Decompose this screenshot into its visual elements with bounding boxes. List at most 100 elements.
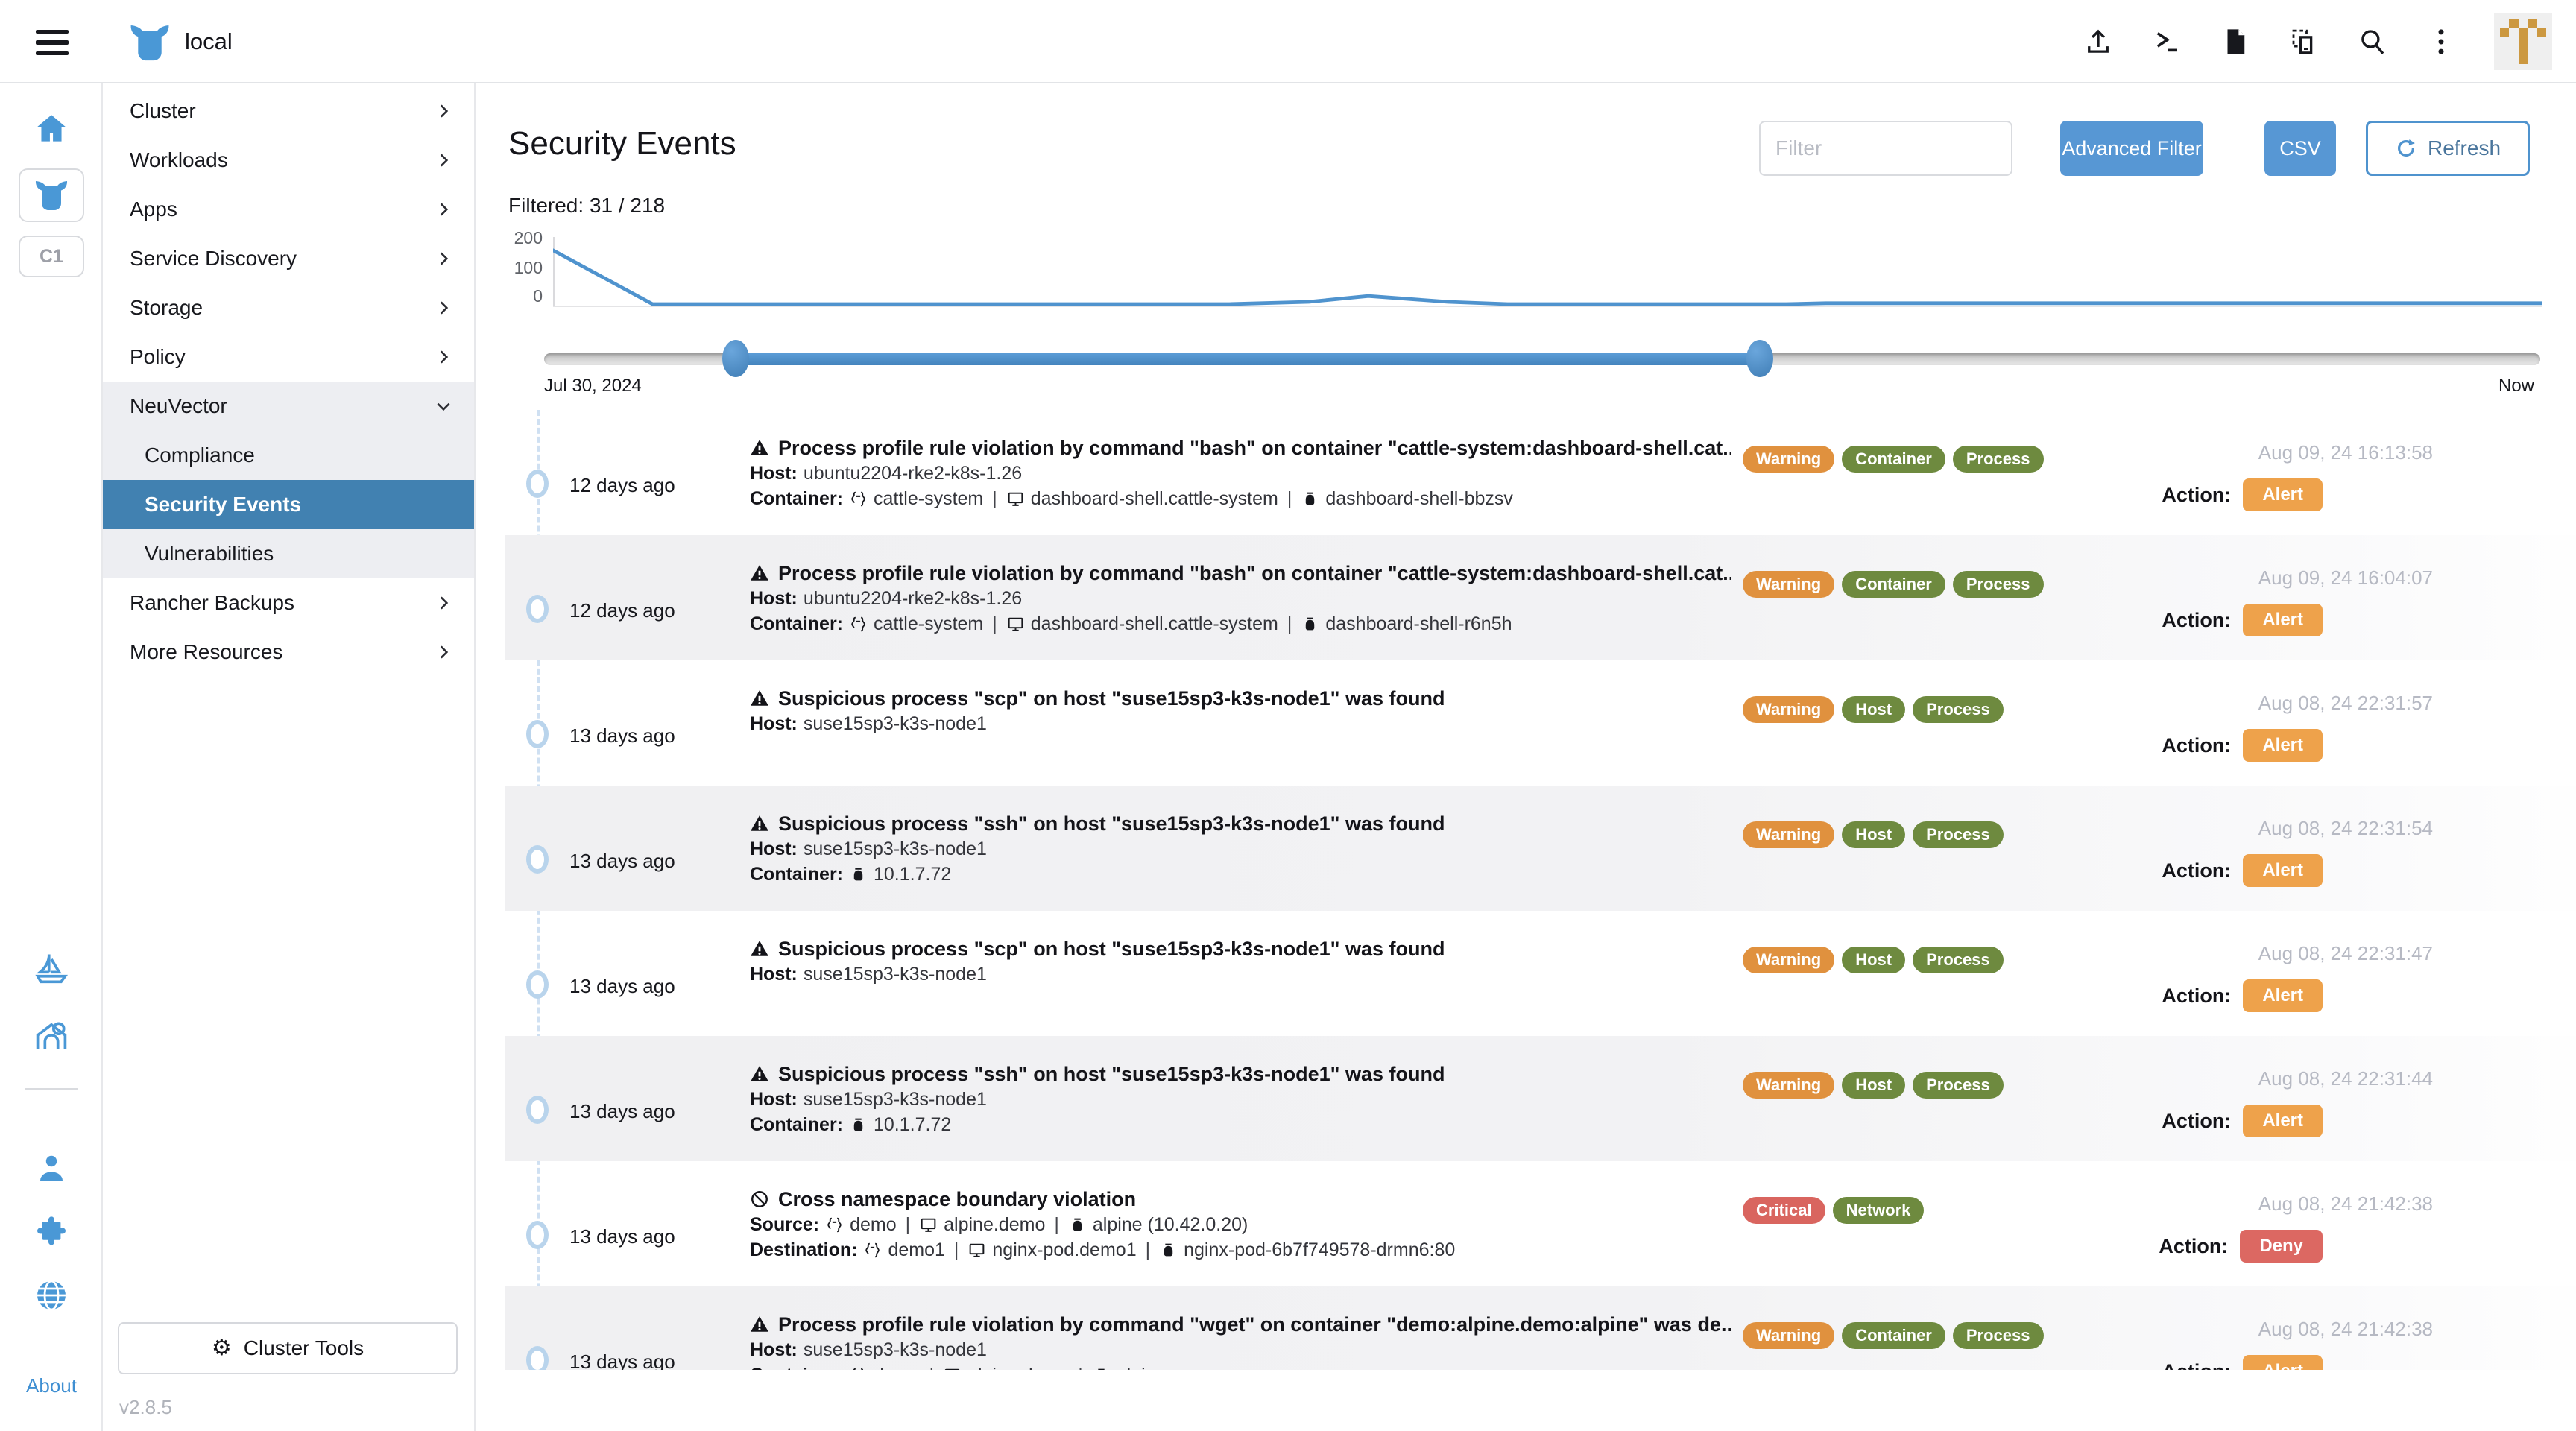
sidebar-item-label: Storage [130, 296, 203, 319]
security-event-row[interactable]: 13 days ago Suspicious process "scp" on h… [505, 660, 2576, 786]
hamburger-menu-icon[interactable] [36, 30, 69, 55]
shell-icon[interactable] [2151, 26, 2182, 57]
sidebar-item-policy[interactable]: Policy [103, 332, 474, 382]
event-title[interactable]: Suspicious process "ssh" on host "suse15… [750, 1061, 1731, 1087]
user-avatar[interactable] [2494, 13, 2552, 70]
cluster-steer-icon[interactable] [19, 168, 84, 222]
event-detail-line: Container: 10.1.7.72 [750, 1112, 1731, 1137]
event-badges: Warning Host Process [1743, 947, 2004, 973]
search-icon[interactable] [2357, 26, 2388, 57]
refresh-button[interactable]: Refresh [2366, 121, 2530, 176]
warning-triangle-icon [750, 939, 769, 958]
event-badge: Container [1842, 1322, 1945, 1349]
event-detail-label: Destination: [750, 1239, 858, 1260]
user-icon[interactable] [0, 1151, 103, 1187]
kebab-menu-icon[interactable] [2425, 26, 2457, 57]
event-title[interactable]: Suspicious process "scp" on host "suse15… [750, 936, 1731, 961]
timeline-dot [526, 595, 549, 623]
chevron-right-icon [434, 298, 453, 318]
security-event-row[interactable]: 13 days ago Cross namespace boundary viol… [505, 1161, 2576, 1286]
event-title[interactable]: Process profile rule violation by comman… [750, 435, 1731, 461]
event-detail-value: suse15sp3-k3s-node1 [803, 1088, 987, 1110]
security-event-row[interactable]: 13 days ago Suspicious process "ssh" on h… [505, 786, 2576, 911]
pod-icon [1159, 1241, 1178, 1260]
namespace-icon [863, 1241, 882, 1260]
csv-button[interactable]: CSV [2264, 121, 2336, 176]
sidebar-item-workloads[interactable]: Workloads [103, 136, 474, 185]
event-title[interactable]: Suspicious process "ssh" on host "suse15… [750, 811, 1731, 836]
y-tick-0: 0 [533, 286, 543, 306]
harvester-barn-icon[interactable] [0, 1017, 103, 1055]
time-slider-handle-left[interactable] [722, 340, 750, 377]
event-title[interactable]: Suspicious process "scp" on host "suse15… [750, 686, 1731, 711]
action-badge: Alert [2243, 604, 2323, 636]
cluster-tools-button[interactable]: ⚙ Cluster Tools [118, 1322, 458, 1374]
sidebar-item-security-events[interactable]: Security Events [103, 480, 474, 529]
sidebar-item-apps[interactable]: Apps [103, 185, 474, 234]
event-action: Action: Alert [2162, 854, 2323, 887]
refresh-label: Refresh [2427, 136, 2501, 159]
time-slider-handle-right[interactable] [1746, 340, 1773, 377]
home-icon[interactable] [0, 110, 103, 148]
security-event-row[interactable]: 13 days ago Suspicious process "scp" on h… [505, 911, 2576, 1036]
globe-icon[interactable] [0, 1277, 103, 1313]
sidebar-item-neuvector[interactable]: NeuVector [103, 382, 474, 431]
x-axis-line [553, 306, 2542, 307]
event-detail-label: Host: [750, 713, 798, 734]
event-body: Cross namespace boundary violation Source… [750, 1187, 1731, 1263]
event-detail-value: demo [850, 1213, 897, 1235]
kubeconfig-icon[interactable] [2288, 26, 2320, 57]
namespace-icon [849, 615, 868, 634]
security-event-row[interactable]: 12 days ago Process profile rule violatio… [505, 535, 2576, 660]
filter-input[interactable] [1759, 121, 2012, 176]
security-event-row[interactable]: 13 days ago Process profile rule violatio… [505, 1286, 2576, 1370]
event-title[interactable]: Process profile rule violation by comman… [750, 1312, 1731, 1337]
pod-icon [1092, 1366, 1111, 1370]
timeline-dot [526, 845, 549, 874]
sidebar-item-compliance[interactable]: Compliance [103, 431, 474, 480]
event-badge: Host [1842, 821, 1906, 848]
event-detail-value: cattle-system [874, 613, 984, 634]
advanced-filter-button[interactable]: Advanced Filter [2060, 121, 2203, 176]
service-icon [967, 1241, 986, 1260]
sidebar-item-more-resources[interactable]: More Resources [103, 628, 474, 677]
cluster-badge[interactable]: C1 [19, 236, 84, 277]
security-event-row[interactable]: 12 days ago Process profile rule violatio… [505, 410, 2576, 535]
sidebar-item-storage[interactable]: Storage [103, 283, 474, 332]
action-label: Action: [2162, 733, 2232, 756]
action-label: Action: [2162, 1109, 2232, 1132]
sidebar-item-label: Workloads [130, 148, 228, 171]
event-detail-label: Container: [750, 487, 843, 509]
event-detail-value: ubuntu2204-rke2-k8s-1.26 [803, 462, 1023, 484]
docs-icon[interactable] [2220, 26, 2251, 57]
time-slider-range[interactable] [736, 353, 1760, 365]
event-action: Action: Alert [2162, 478, 2323, 511]
sidebar-item-service-discovery[interactable]: Service Discovery [103, 234, 474, 283]
about-link[interactable]: About [26, 1374, 77, 1397]
left-rail: C1 About [0, 83, 103, 1431]
event-detail-line: Container: cattle-system | dashboard-shell.… [750, 486, 1731, 511]
segment-separator: | [1145, 1239, 1151, 1260]
sidebar-item-cluster[interactable]: Cluster [103, 86, 474, 136]
security-event-row[interactable]: 13 days ago Suspicious process "ssh" on h… [505, 1036, 2576, 1161]
upload-icon[interactable] [2083, 26, 2114, 57]
segment-separator: | [1078, 1365, 1083, 1371]
event-detail-line: Container: cattle-system | dashboard-shell.… [750, 611, 1731, 636]
event-relative-time: 12 days ago [569, 599, 675, 622]
event-detail-line: Host: suse15sp3-k3s-node1 [750, 711, 1731, 736]
fleet-sailboat-icon[interactable] [0, 950, 103, 988]
event-title[interactable]: Process profile rule violation by comman… [750, 560, 1731, 586]
rancher-steer-icon[interactable] [128, 21, 171, 64]
extensions-puzzle-icon[interactable] [0, 1215, 103, 1251]
event-detail-value: nginx-pod.demo1 [992, 1239, 1137, 1260]
event-body: Suspicious process "scp" on host "suse15… [750, 936, 1731, 987]
event-badges: Warning Host Process [1743, 696, 2004, 723]
sidebar-item-label: Rancher Backups [130, 591, 295, 614]
sidebar-item-rancher-backups[interactable]: Rancher Backups [103, 578, 474, 628]
event-body: Suspicious process "scp" on host "suse15… [750, 686, 1731, 736]
sidebar-item-vulnerabilities[interactable]: Vulnerabilities [103, 529, 474, 578]
event-detail-line: Host: suse15sp3-k3s-node1 [750, 836, 1731, 862]
event-title-text: Cross namespace boundary violation [778, 1187, 1137, 1210]
service-icon [1006, 490, 1025, 508]
event-title[interactable]: Cross namespace boundary violation [750, 1187, 1731, 1212]
